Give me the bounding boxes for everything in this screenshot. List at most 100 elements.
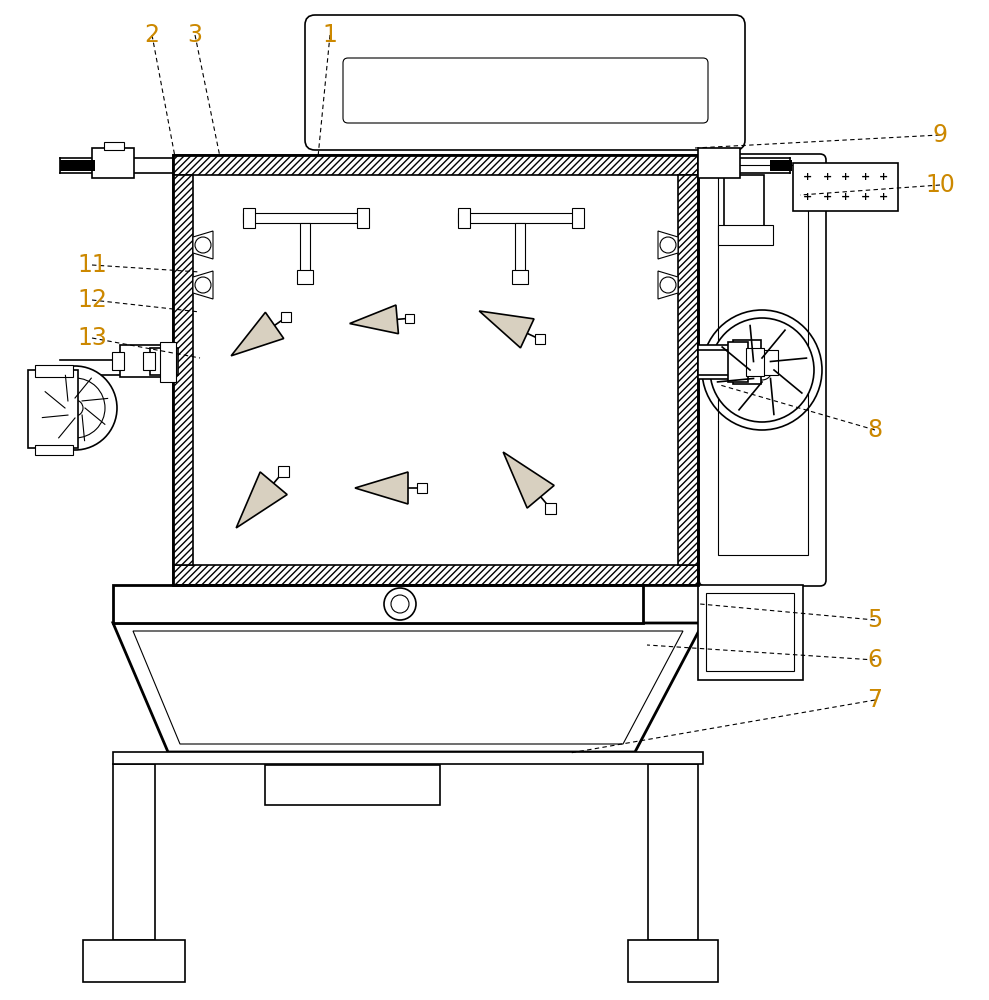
Bar bbox=[718, 225, 773, 245]
Bar bbox=[628, 940, 718, 982]
Bar bbox=[793, 163, 898, 211]
Circle shape bbox=[45, 378, 105, 438]
Bar bbox=[297, 270, 313, 284]
Bar bbox=[698, 585, 803, 680]
Bar bbox=[265, 765, 440, 805]
Polygon shape bbox=[658, 231, 678, 259]
Text: +: + bbox=[842, 192, 851, 202]
Polygon shape bbox=[503, 452, 554, 508]
Bar bbox=[278, 466, 289, 477]
Bar bbox=[243, 213, 367, 223]
Text: +: + bbox=[823, 192, 832, 202]
Text: 13: 13 bbox=[77, 326, 107, 350]
Polygon shape bbox=[350, 305, 399, 334]
Circle shape bbox=[391, 595, 409, 613]
Bar bbox=[300, 223, 310, 278]
Polygon shape bbox=[193, 231, 213, 259]
Bar bbox=[92, 148, 134, 178]
Circle shape bbox=[752, 360, 772, 380]
Bar bbox=[458, 208, 470, 228]
Bar bbox=[150, 348, 178, 375]
Bar bbox=[104, 142, 124, 150]
Circle shape bbox=[660, 277, 676, 293]
Text: +: + bbox=[842, 172, 851, 182]
Bar bbox=[35, 445, 73, 455]
Bar bbox=[83, 940, 185, 982]
Text: 10: 10 bbox=[925, 173, 955, 197]
Bar bbox=[545, 503, 556, 514]
Bar bbox=[35, 365, 73, 377]
Bar bbox=[173, 155, 698, 175]
Bar bbox=[706, 593, 794, 671]
Text: 9: 9 bbox=[933, 123, 947, 147]
Bar bbox=[572, 208, 584, 228]
Bar bbox=[113, 764, 155, 940]
Bar bbox=[143, 352, 155, 370]
Polygon shape bbox=[113, 623, 703, 752]
Polygon shape bbox=[193, 271, 213, 299]
Bar bbox=[718, 165, 808, 555]
Circle shape bbox=[660, 237, 676, 253]
Bar bbox=[357, 208, 369, 228]
Text: +: + bbox=[879, 172, 889, 182]
Bar bbox=[758, 350, 778, 375]
Bar bbox=[60, 160, 95, 171]
Bar bbox=[535, 334, 545, 344]
Bar bbox=[120, 345, 175, 377]
Text: 11: 11 bbox=[77, 253, 107, 277]
Bar bbox=[405, 314, 414, 323]
Bar bbox=[678, 175, 698, 565]
Circle shape bbox=[710, 318, 814, 422]
Text: 6: 6 bbox=[867, 648, 882, 672]
Bar bbox=[515, 223, 525, 278]
Polygon shape bbox=[231, 312, 284, 356]
Polygon shape bbox=[355, 472, 408, 504]
Bar bbox=[724, 175, 764, 230]
FancyBboxPatch shape bbox=[305, 15, 745, 150]
Bar bbox=[733, 340, 761, 384]
FancyBboxPatch shape bbox=[343, 58, 708, 123]
Bar bbox=[28, 370, 78, 448]
Bar bbox=[458, 213, 582, 223]
Bar bbox=[113, 752, 703, 764]
Bar bbox=[698, 350, 733, 375]
Text: 1: 1 bbox=[322, 23, 337, 47]
Polygon shape bbox=[658, 271, 678, 299]
Text: 8: 8 bbox=[867, 418, 882, 442]
Bar bbox=[512, 270, 528, 284]
Bar bbox=[113, 585, 643, 623]
Bar bbox=[417, 483, 427, 493]
Circle shape bbox=[384, 588, 416, 620]
Text: +: + bbox=[860, 172, 869, 182]
Bar bbox=[243, 208, 255, 228]
Text: +: + bbox=[803, 192, 813, 202]
Bar bbox=[746, 348, 764, 376]
Bar bbox=[173, 155, 698, 585]
Bar bbox=[160, 342, 176, 382]
Text: +: + bbox=[879, 192, 889, 202]
Text: 3: 3 bbox=[188, 23, 203, 47]
Text: 2: 2 bbox=[144, 23, 159, 47]
Bar bbox=[698, 345, 736, 379]
Text: 7: 7 bbox=[867, 688, 882, 712]
Bar bbox=[648, 764, 698, 940]
Bar bbox=[173, 565, 698, 585]
Text: +: + bbox=[823, 172, 832, 182]
Text: 12: 12 bbox=[77, 288, 107, 312]
Bar bbox=[281, 312, 291, 322]
Circle shape bbox=[195, 237, 211, 253]
Bar bbox=[698, 148, 740, 178]
Polygon shape bbox=[480, 311, 534, 348]
Text: 5: 5 bbox=[867, 608, 882, 632]
Bar bbox=[728, 342, 748, 382]
Bar bbox=[770, 160, 792, 171]
Circle shape bbox=[195, 277, 211, 293]
Text: +: + bbox=[860, 192, 869, 202]
Text: +: + bbox=[803, 172, 813, 182]
Polygon shape bbox=[236, 472, 287, 528]
Circle shape bbox=[67, 400, 83, 416]
Bar bbox=[112, 352, 124, 370]
Bar bbox=[173, 175, 193, 565]
Circle shape bbox=[33, 366, 117, 450]
FancyBboxPatch shape bbox=[699, 154, 826, 586]
